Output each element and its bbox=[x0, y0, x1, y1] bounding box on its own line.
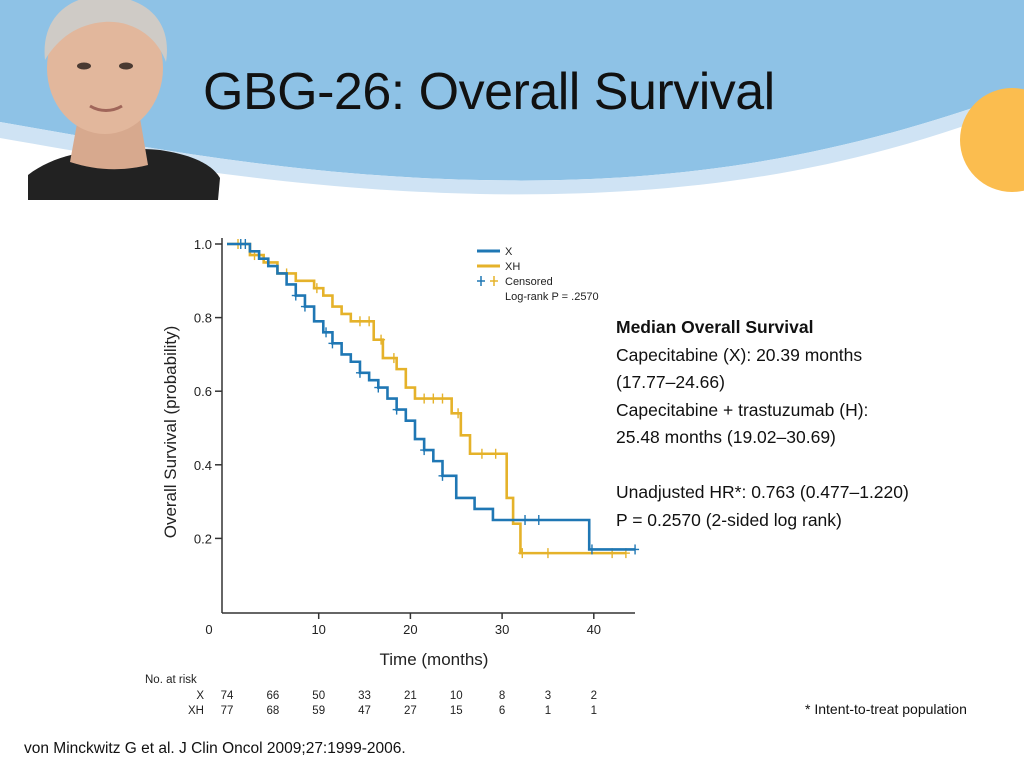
censor-mark-xh bbox=[477, 448, 486, 459]
median-survival-panel: Median Overall Survival Capecitabine (X)… bbox=[616, 314, 1006, 534]
x-axis-title: Time (months) bbox=[380, 650, 489, 669]
at-risk-count: 15 bbox=[450, 705, 463, 717]
censor-mark-x bbox=[328, 338, 337, 349]
x-tick-label: 0 bbox=[205, 622, 212, 637]
legend-label-x: X bbox=[505, 246, 513, 258]
x-tick-label: 10 bbox=[311, 622, 325, 637]
legend-censor-marks bbox=[477, 276, 498, 286]
at-risk-count: 68 bbox=[266, 705, 279, 717]
censor-mark-xh bbox=[355, 316, 364, 327]
y-tick-label: 1.0 bbox=[194, 237, 212, 252]
censor-mark-xh bbox=[454, 408, 463, 419]
sun-decoration bbox=[960, 88, 1024, 192]
at-risk-count: 8 bbox=[499, 690, 505, 702]
x-tick-label: 40 bbox=[587, 622, 601, 637]
censor-mark-x bbox=[392, 404, 401, 415]
at-risk-count: 59 bbox=[312, 705, 325, 717]
censor-mark-x bbox=[374, 382, 383, 393]
censor-mark-x bbox=[355, 367, 364, 378]
survival-curves bbox=[227, 239, 640, 559]
info-line: P = 0.2570 (2-sided log rank) bbox=[616, 509, 842, 530]
censor-mark-xh bbox=[491, 448, 500, 459]
y-axis-title: Overall Survival (probability) bbox=[161, 326, 180, 539]
info-line-spacer bbox=[616, 452, 1006, 480]
y-tick-label: 0.6 bbox=[194, 384, 212, 399]
at-risk-row-label: XH bbox=[188, 705, 204, 717]
censor-mark-x bbox=[631, 544, 640, 555]
number-at-risk-table: No. at risk X 74 66 50 33 21 10 8 3 2 XH 77 68 59 47 27… bbox=[145, 674, 597, 717]
at-risk-count: 66 bbox=[266, 690, 279, 702]
at-risk-row-label: X bbox=[196, 690, 204, 702]
censor-mark-xh bbox=[365, 316, 374, 327]
info-line: Unadjusted HR*: 0.763 (0.477–1.220) bbox=[616, 482, 909, 502]
censor-mark-xh bbox=[312, 283, 321, 294]
at-risk-count: 1 bbox=[545, 705, 551, 717]
censor-mark-x bbox=[322, 327, 331, 338]
censor-mark-xh bbox=[518, 548, 527, 559]
at-risk-count: 50 bbox=[312, 690, 325, 702]
x-ticks: 0 10 20 30 40 bbox=[205, 613, 601, 637]
presenter-face bbox=[47, 2, 163, 134]
censor-mark-x bbox=[291, 290, 300, 301]
censor-mark-xh bbox=[389, 353, 398, 364]
at-risk-count: 2 bbox=[591, 690, 597, 702]
at-risk-count: 74 bbox=[221, 690, 234, 702]
header-banner bbox=[0, 0, 1024, 200]
y-tick-label: 0.4 bbox=[194, 458, 212, 473]
y-tick-label: 0.2 bbox=[194, 531, 212, 546]
at-risk-count: 47 bbox=[358, 705, 371, 717]
info-line: (17.77–24.66) bbox=[616, 372, 725, 392]
presenter-photo bbox=[28, 0, 220, 200]
presenter-mouth bbox=[89, 104, 123, 112]
info-line: Capecitabine + trastuzumab (H): bbox=[616, 399, 869, 420]
legend-label-xh: XH bbox=[505, 261, 520, 273]
x-tick-label: 30 bbox=[495, 622, 509, 637]
at-risk-count: 27 bbox=[404, 705, 417, 717]
info-line: Capecitabine (X): 20.39 months bbox=[616, 344, 863, 365]
chart-axes bbox=[221, 238, 635, 614]
y-ticks: 1.0 0.8 0.6 0.4 0.2 bbox=[194, 237, 222, 546]
at-risk-count: 3 bbox=[545, 690, 551, 702]
censor-mark-x bbox=[587, 544, 596, 555]
citation: von Minckwitz G et al. J Clin Oncol 2009… bbox=[24, 740, 406, 757]
censor-mark-x bbox=[438, 470, 447, 481]
median-survival-heading: Median Overall Survival bbox=[616, 317, 814, 337]
presenter-eye-right bbox=[119, 62, 133, 70]
censor-mark-xh bbox=[543, 548, 552, 559]
censor-mark-x bbox=[300, 301, 309, 312]
legend-logrank-annotation: Log-rank P = .2570 bbox=[505, 291, 599, 303]
presenter-eye-left bbox=[77, 62, 91, 70]
slide-title: GBG-26: Overall Survival bbox=[203, 63, 775, 121]
presenter-hair bbox=[44, 0, 167, 62]
at-risk-count: 21 bbox=[404, 690, 417, 702]
censor-mark-x bbox=[241, 239, 250, 249]
censor-mark-xh bbox=[377, 334, 386, 345]
x-tick-label: 20 bbox=[403, 622, 417, 637]
censor-mark-x bbox=[420, 445, 429, 456]
censor-mark-xh bbox=[438, 393, 447, 404]
censor-mark-xh bbox=[429, 393, 438, 404]
legend-label-censored: Censored bbox=[505, 276, 553, 288]
censor-mark-xh bbox=[420, 393, 429, 404]
y-tick-label: 0.8 bbox=[194, 311, 212, 326]
at-risk-count: 33 bbox=[358, 690, 371, 702]
chart-legend: X XH Censored Log-rank P = .2570 bbox=[477, 246, 599, 303]
series-line-x bbox=[227, 242, 636, 551]
at-risk-count: 6 bbox=[499, 705, 505, 717]
banner-sky bbox=[0, 0, 1024, 181]
at-risk-label: No. at risk bbox=[145, 674, 197, 686]
itt-footnote: * Intent-to-treat population bbox=[805, 701, 967, 717]
censor-mark-x bbox=[534, 515, 543, 525]
at-risk-count: 10 bbox=[450, 690, 463, 702]
at-risk-count: 77 bbox=[221, 705, 234, 717]
at-risk-count: 1 bbox=[591, 705, 597, 717]
banner-wave bbox=[0, 90, 1024, 195]
censor-mark-x bbox=[521, 515, 530, 525]
info-line: 25.48 months (19.02–30.69) bbox=[616, 427, 836, 447]
